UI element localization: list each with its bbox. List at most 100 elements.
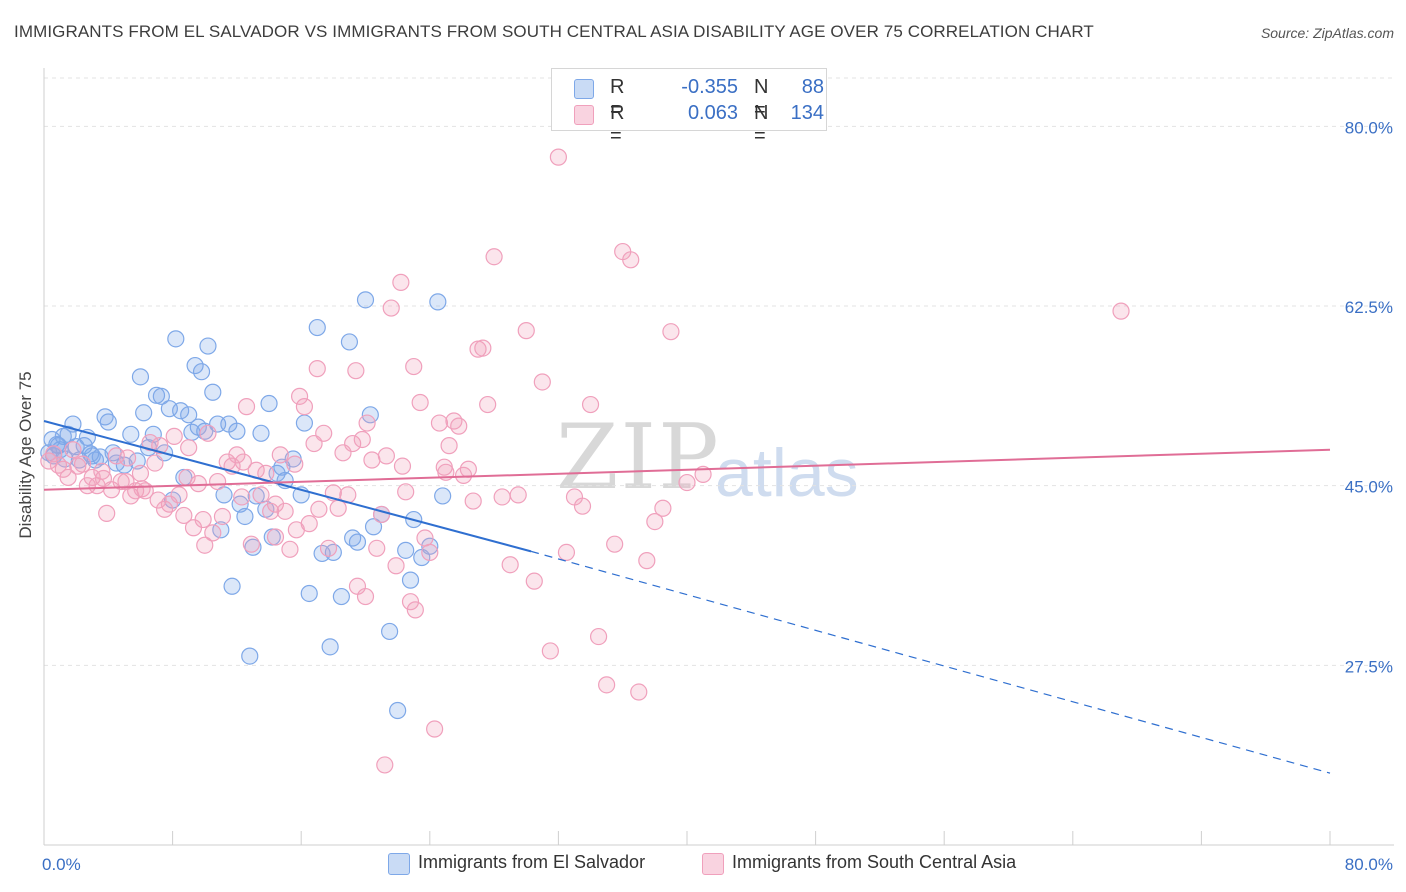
data-point	[213, 507, 232, 526]
data-point	[416, 529, 434, 547]
data-point	[606, 535, 624, 553]
data-point	[64, 441, 82, 459]
data-point	[172, 402, 190, 420]
data-point	[196, 536, 214, 554]
data-point	[1112, 302, 1130, 320]
data-point	[45, 445, 63, 463]
data-point	[167, 330, 185, 348]
data-point	[94, 469, 113, 488]
data-point	[426, 720, 444, 738]
data-point	[493, 488, 511, 506]
data-point	[573, 497, 592, 515]
legend-r-label: R =	[610, 76, 625, 121]
data-point	[364, 518, 383, 536]
tick-labels: 80.0% 62.5% 45.0% 27.5% 0.0% 80.0%	[42, 118, 1393, 874]
data-point	[340, 333, 359, 351]
data-point	[204, 383, 222, 401]
data-point	[237, 398, 256, 416]
data-point	[421, 543, 439, 562]
data-point	[509, 486, 527, 504]
data-point	[450, 417, 468, 435]
data-point	[260, 394, 278, 413]
data-point	[286, 455, 304, 473]
legend-swatch-south-central-asia	[574, 105, 594, 125]
data-point	[135, 404, 153, 422]
data-point	[389, 701, 407, 720]
data-point	[382, 299, 400, 317]
watermark-zip: ZIP	[556, 405, 721, 510]
data-point	[315, 424, 333, 442]
data-point	[228, 446, 246, 464]
data-point	[242, 535, 260, 553]
chart-title: IMMIGRANTS FROM EL SALVADOR VS IMMIGRANT…	[14, 22, 1094, 41]
data-point	[406, 601, 424, 619]
data-point	[308, 318, 326, 337]
data-point	[133, 480, 151, 498]
data-point	[252, 424, 270, 442]
data-point	[356, 587, 375, 606]
y-tick-label: 80.0%	[1345, 118, 1393, 137]
correlation-legend: R = -0.355 N = 88 R = 0.063 N = 134	[551, 68, 827, 147]
bottom-legend-swatch-south-central-asia	[702, 853, 724, 875]
data-point	[146, 454, 164, 472]
data-point	[295, 414, 314, 432]
data-point	[581, 395, 600, 414]
data-point	[186, 356, 204, 375]
data-point	[199, 337, 217, 355]
data-point	[517, 322, 535, 340]
y-tick-label: 27.5%	[1345, 657, 1393, 676]
series-south-central-asia	[40, 148, 1130, 774]
data-point	[401, 571, 420, 589]
data-point	[678, 473, 696, 492]
data-point	[290, 387, 309, 405]
data-point	[525, 572, 543, 590]
data-point	[356, 291, 375, 309]
data-point	[332, 587, 350, 606]
data-point	[54, 460, 72, 478]
series-el-salvador	[40, 291, 452, 720]
data-point	[266, 528, 285, 546]
data-point	[266, 495, 285, 513]
y-tick-label: 62.5%	[1345, 298, 1393, 317]
data-point	[223, 577, 241, 595]
data-point	[376, 756, 394, 774]
data-point	[638, 552, 656, 570]
data-point	[368, 539, 386, 557]
data-point	[175, 506, 193, 525]
y-axis-label: Disability Age Over 75	[16, 371, 35, 539]
x-tick-label: 80.0%	[1345, 855, 1393, 874]
data-point	[464, 492, 482, 510]
data-point	[234, 453, 252, 471]
data-point	[295, 398, 314, 416]
data-point	[654, 499, 672, 517]
legend-swatch-el-salvador	[574, 79, 594, 99]
data-point	[178, 468, 196, 487]
data-point	[99, 413, 117, 431]
data-point	[377, 447, 395, 465]
data-point	[533, 373, 551, 391]
data-point	[434, 487, 452, 505]
trend-line-el-salvador	[43, 420, 532, 553]
legend-n-value: 88	[801, 76, 824, 98]
y-tick-label: 45.0%	[1345, 478, 1393, 497]
watermark-atlas: atlas	[715, 435, 859, 511]
data-point	[358, 414, 376, 432]
data-point	[112, 472, 130, 491]
legend-n-label: N =	[754, 76, 769, 121]
data-point	[646, 512, 664, 531]
data-point	[401, 593, 420, 611]
legend-r-value: -0.355	[681, 76, 738, 98]
data-point	[549, 148, 568, 166]
bottom-legend-swatch-el-salvador	[388, 853, 410, 875]
data-point	[421, 537, 439, 555]
data-point	[151, 437, 169, 455]
data-point	[73, 455, 92, 473]
data-point	[252, 486, 270, 504]
data-point	[541, 642, 559, 660]
data-point	[662, 323, 680, 341]
data-point	[348, 533, 367, 551]
data-point	[310, 500, 328, 518]
data-point	[474, 339, 492, 357]
data-point	[405, 357, 423, 376]
